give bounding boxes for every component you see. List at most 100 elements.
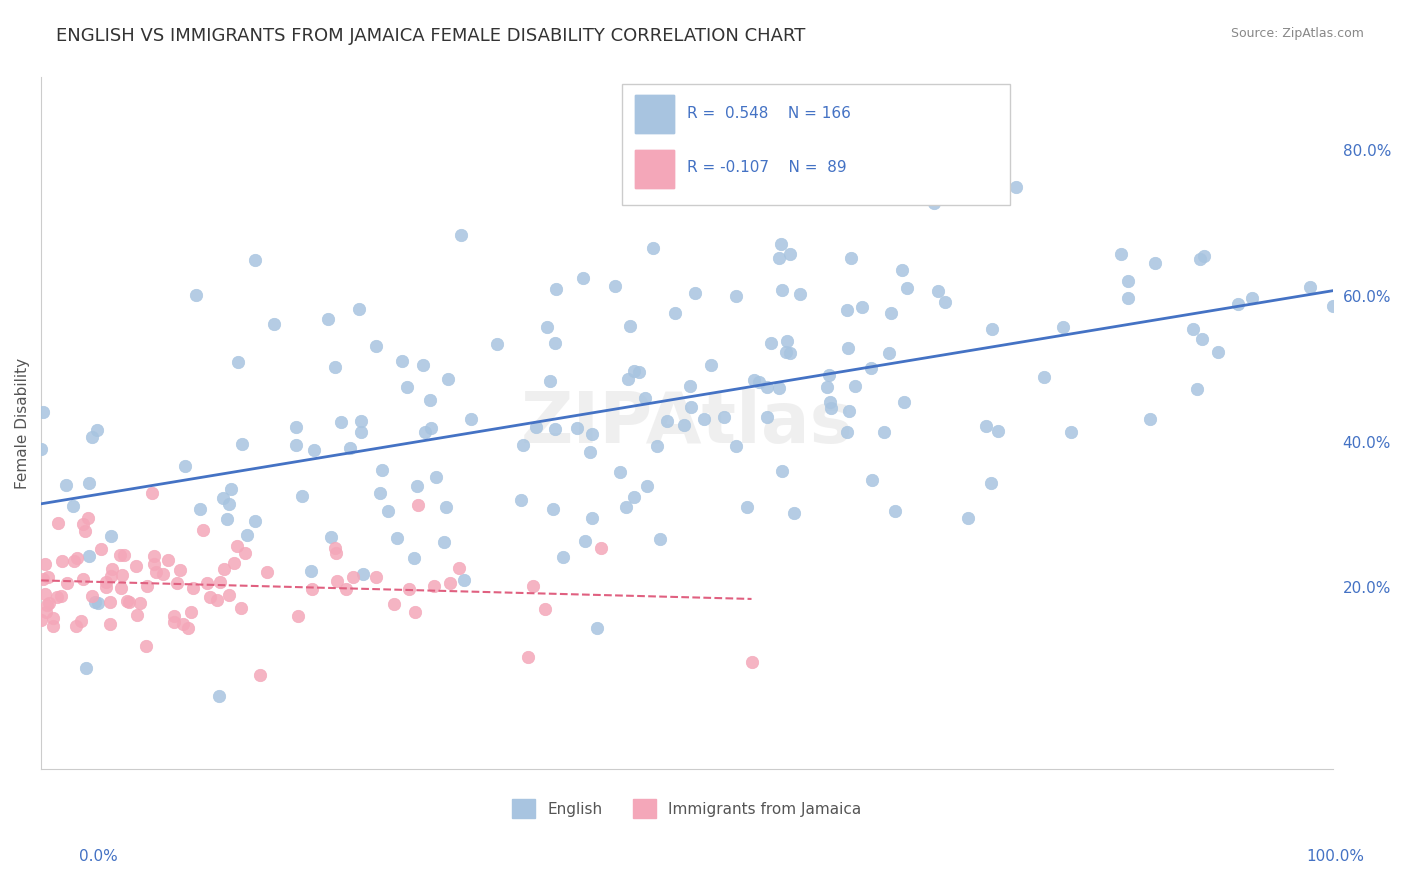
Point (94, 580, 117, 594)
Point (538, 374, 561, 388)
Point (512, 438, 534, 452)
Point (208, 575, 231, 590)
Point (342, 569, 364, 583)
Point (84, 595, 107, 609)
Point (249, 667, 271, 681)
Point (880, 306, 903, 320)
Point (779, 346, 801, 360)
Point (873, 425, 896, 439)
Point (645, 439, 668, 453)
Text: ZIPAtlas: ZIPAtlas (520, 389, 853, 458)
Point (98, 595, 121, 609)
Point (364, 570, 387, 584)
Point (215, 512, 238, 526)
Point (118, 594, 141, 608)
Text: ENGLISH VS IMMIGRANTS FROM JAMAICA FEMALE DISABILITY CORRELATION CHART: ENGLISH VS IMMIGRANTS FROM JAMAICA FEMAL… (56, 27, 806, 45)
Point (75, 661, 97, 675)
Point (628, 365, 651, 379)
Point (396, 380, 419, 394)
Point (263, 317, 285, 331)
Point (433, 535, 456, 549)
Text: R = -0.107    N =  89: R = -0.107 N = 89 (688, 160, 846, 175)
Point (406, 479, 429, 493)
Point (256, 566, 278, 580)
Point (325, 546, 347, 560)
Point (42, 619, 65, 633)
Point (207, 593, 229, 607)
Point (152, 567, 174, 582)
Point (890, 263, 912, 277)
Point (976, 418, 998, 433)
Point (683, 286, 706, 301)
Point (212, 562, 235, 576)
Point (789, 287, 811, 301)
Point (844, 379, 866, 393)
Point (770, 464, 793, 478)
Point (1226, 297, 1249, 311)
Point (176, 622, 198, 636)
Text: Source: ZipAtlas.com: Source: ZipAtlas.com (1230, 27, 1364, 40)
Point (681, 401, 703, 415)
Point (534, 601, 557, 615)
Point (641, 241, 664, 255)
Point (46, 516, 69, 531)
Point (195, 575, 218, 590)
Point (987, 425, 1010, 439)
Point (1144, 256, 1167, 270)
Point (768, 251, 790, 265)
Point (770, 283, 793, 297)
Point (700, 359, 723, 373)
Point (42, 610, 65, 624)
Point (79, 475, 101, 490)
Point (927, 285, 949, 299)
Point (31, 405, 53, 419)
Point (655, 414, 678, 428)
Point (522, 579, 544, 593)
Point (636, 479, 658, 493)
Point (782, 506, 804, 520)
Point (623, 364, 645, 378)
Point (1192, 249, 1215, 263)
Point (1060, 425, 1083, 440)
Point (775, 344, 797, 359)
Point (1052, 320, 1074, 334)
Point (450, 228, 472, 243)
Point (818, 395, 841, 409)
Point (1187, 382, 1209, 396)
Point (1005, 179, 1028, 194)
Point (115, 594, 138, 608)
Point (291, 489, 314, 503)
Point (32, 572, 55, 586)
Point (55, 576, 77, 591)
Point (30, 613, 52, 627)
Point (35, 605, 58, 619)
Point (713, 410, 735, 425)
Point (1139, 412, 1161, 426)
Point (541, 502, 564, 516)
Point (226, 355, 249, 369)
Point (413, 425, 436, 440)
Point (156, 553, 179, 567)
Point (453, 573, 475, 587)
Point (748, 376, 770, 390)
Point (231, 437, 253, 451)
Point (72, 572, 94, 586)
Point (425, 469, 447, 483)
Point (725, 289, 748, 303)
Point (225, 539, 247, 553)
Point (934, 294, 956, 309)
Point (66, 551, 89, 566)
Point (77, 549, 100, 563)
Y-axis label: Female Disability: Female Disability (15, 358, 30, 489)
Point (516, 649, 538, 664)
Point (551, 550, 574, 565)
Point (208, 690, 231, 704)
Point (616, 372, 638, 386)
Point (420, 421, 443, 435)
Point (135, 639, 157, 653)
Point (673, 417, 696, 432)
Point (73, 524, 96, 538)
Point (366, 338, 388, 352)
Point (755, 410, 778, 425)
Point (1116, 291, 1139, 305)
